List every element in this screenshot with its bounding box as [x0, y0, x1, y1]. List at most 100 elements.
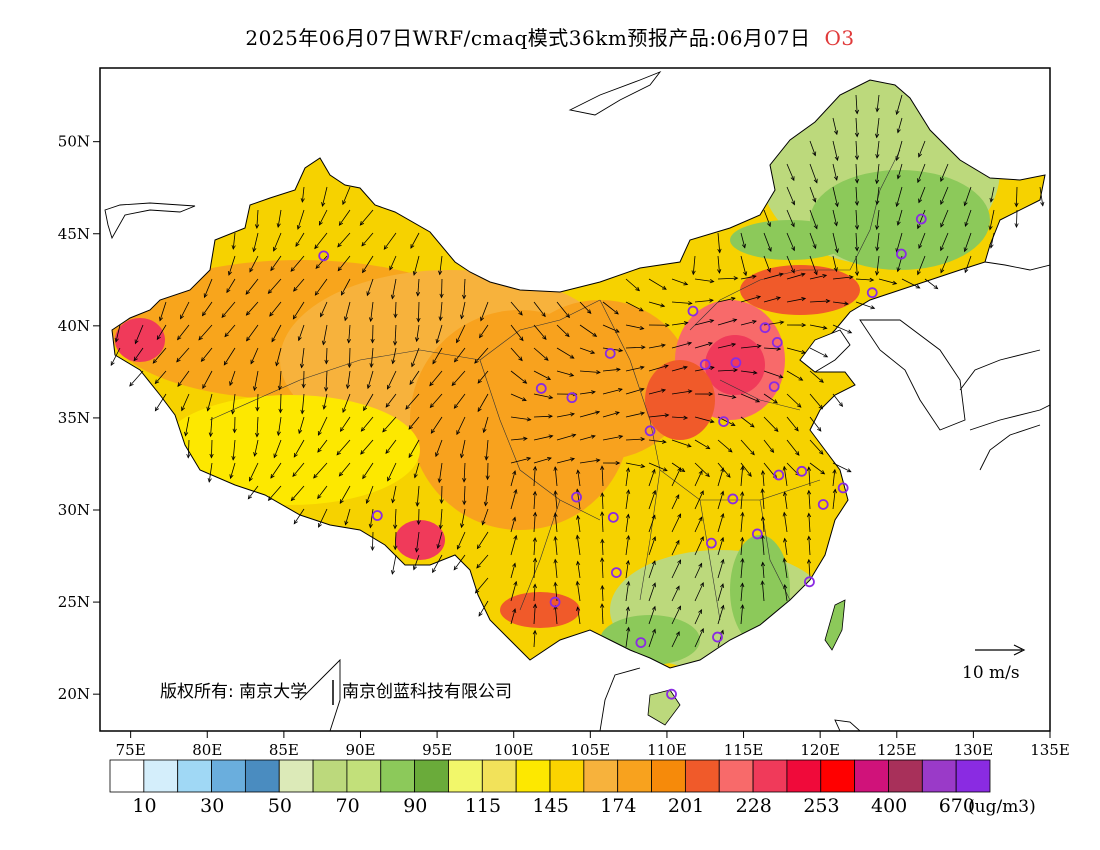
wind-arrow — [694, 628, 704, 648]
wind-arrow — [416, 324, 420, 342]
wind-arrow — [254, 370, 259, 391]
legend-swatch — [109, 759, 145, 793]
wind-arrowhead — [639, 387, 645, 392]
wind-arrowhead — [526, 417, 532, 422]
wind-arrowhead — [275, 361, 280, 367]
wind-arrowhead — [318, 220, 323, 226]
wind-arrowhead — [813, 224, 818, 230]
wind-arrowhead — [548, 395, 554, 400]
wind-arrowhead — [479, 333, 484, 339]
wind-arrowhead — [512, 608, 517, 613]
wind-arrowhead — [229, 381, 234, 387]
wind-arrow — [392, 485, 397, 503]
wind-arrowhead — [822, 325, 828, 330]
wind-arrow — [362, 255, 374, 273]
wind-arrow — [394, 324, 397, 345]
wind-arrowhead — [532, 465, 538, 471]
station-marker — [730, 357, 742, 369]
wind-arrow — [648, 515, 656, 533]
wind-arrow — [510, 301, 523, 316]
wind-arrowhead — [875, 200, 880, 206]
wind-arrow — [832, 209, 838, 226]
legend-swatch — [515, 759, 551, 793]
wind-arrow — [602, 388, 623, 395]
wind-arrowhead — [675, 585, 680, 591]
wind-arrowhead — [834, 248, 839, 254]
wind-arrow — [202, 370, 213, 389]
wind-arrowhead — [184, 431, 189, 437]
wind-arrow — [717, 393, 736, 398]
wind-arrowhead — [250, 359, 255, 365]
wind-arrow — [717, 319, 737, 326]
wind-arrowhead — [794, 426, 799, 432]
wind-arrowhead — [571, 433, 577, 438]
wind-arrowhead — [532, 629, 537, 635]
station-marker — [718, 416, 730, 428]
wind-arrowhead — [747, 472, 752, 477]
wind-arrowhead — [300, 198, 305, 203]
wind-arrow — [454, 393, 466, 409]
wind-arrowhead — [548, 434, 554, 439]
wind-arrowhead — [575, 534, 580, 540]
wind-arrowhead — [290, 496, 296, 502]
wind-arrow — [533, 512, 536, 533]
wind-arrow — [762, 516, 765, 533]
wind-arrowhead — [553, 512, 558, 518]
wind-arrowhead — [553, 581, 558, 587]
wind-arrow — [601, 585, 604, 602]
wind-arrowhead — [366, 291, 371, 297]
wind-arrow — [855, 186, 858, 206]
wind-arrow — [625, 301, 644, 312]
wind-arrow — [671, 322, 688, 326]
wind-arrow — [187, 439, 190, 458]
wind-arrow — [204, 278, 213, 298]
wind-arrow — [479, 324, 489, 338]
wind-arrowhead — [526, 456, 532, 461]
wind-arrowhead — [933, 284, 939, 290]
station-marker — [687, 305, 699, 317]
wind-arrowhead — [110, 361, 115, 367]
wind-arrow — [556, 324, 570, 337]
wind-arrowhead — [362, 474, 367, 480]
legend-label: 10 — [132, 795, 156, 817]
wind-arrowhead — [456, 430, 461, 436]
wind-arrow — [533, 558, 536, 579]
wind-arrow — [207, 393, 213, 411]
wind-arrowhead — [854, 178, 860, 184]
wind-arrow — [152, 347, 167, 364]
wind-arrow — [717, 513, 724, 533]
wind-arrow — [432, 554, 443, 573]
wind-arrow — [224, 324, 236, 337]
title-text: 2025年06月07日WRF/cmaq模式36km预报产品:06月07日 — [245, 26, 811, 50]
wind-arrow — [273, 439, 282, 458]
wind-arrowhead — [847, 329, 853, 334]
wind-arrow — [347, 370, 351, 389]
lon-tick-label: 105E — [571, 741, 611, 759]
wind-arrowhead — [989, 197, 994, 203]
wind-arrowhead — [720, 467, 725, 473]
wind-arrow — [671, 301, 692, 304]
station-marker — [610, 567, 622, 579]
lon-tick-label: 115E — [724, 741, 764, 759]
wind-arrow — [809, 462, 825, 475]
wind-arrowhead — [439, 293, 444, 299]
wind-arrow — [692, 255, 696, 275]
wind-arrow — [855, 209, 858, 230]
legend-label: 253 — [803, 795, 839, 817]
wind-arrow — [740, 255, 747, 276]
legend-swatch — [752, 759, 788, 793]
wind-arrow — [325, 370, 328, 391]
wind-arrowhead — [415, 337, 420, 343]
wind-arrow — [385, 439, 397, 454]
wind-arrow — [298, 416, 305, 434]
wind-arrow — [477, 531, 489, 549]
wind-arrow — [717, 369, 738, 372]
wind-arrowhead — [596, 370, 601, 375]
wind-arrowhead — [476, 563, 481, 569]
wind-arrowhead — [181, 406, 186, 412]
country-border — [111, 79, 1046, 669]
legend-label: 400 — [871, 795, 907, 817]
wind-arrow — [245, 278, 259, 295]
wind-arrow — [385, 393, 397, 408]
wind-arrow — [292, 462, 305, 477]
